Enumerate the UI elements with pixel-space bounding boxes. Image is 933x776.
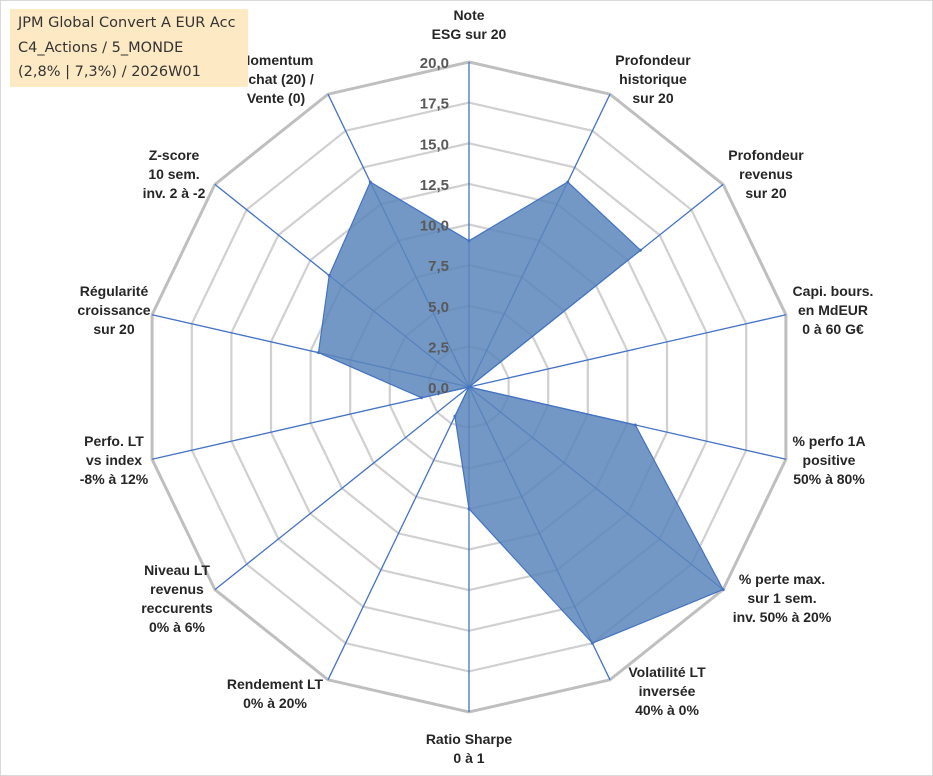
data-point-3: [639, 248, 642, 252]
axis-label-line: 50% à 80%: [793, 471, 865, 487]
axis-label-12: Régularité croissance sur 20: [77, 283, 150, 337]
series-layer: [317, 180, 725, 645]
data-point-13: [327, 274, 331, 278]
axis-label-line: revenus: [739, 166, 793, 182]
axis-label-line: sur 20: [745, 185, 786, 201]
axis-label-8: Ratio Sharpe 0 à 1: [426, 731, 513, 766]
tick-label: 7,5: [428, 258, 449, 275]
axis-label-layer: Note ESG sur 20 Profondeur historique sur 20…: [77, 7, 873, 766]
axis-label-line: 0% à 6%: [149, 619, 206, 635]
axis-spoke-11: [151, 386, 470, 460]
tick-label: 10,0: [420, 218, 449, 235]
axis-label-1: Note ESG sur 20: [432, 7, 507, 42]
data-point-11: [420, 396, 423, 400]
axis-label-2: Profondeur historique sur 20: [615, 52, 691, 106]
title-line-2: C4_Actions / 5_MONDE: [18, 40, 184, 56]
title-line-1: JPM Global Convert A EUR Acc: [18, 15, 236, 31]
axis-label-4: Capi. bours. en MdEUR 0 à 60 G€: [793, 283, 874, 337]
axis-label-line: ESG sur 20: [432, 26, 507, 42]
axis-label-line: inv. 2 à -2: [143, 185, 206, 201]
axis-label-line: Ratio Sharpe: [426, 731, 513, 747]
axis-label-7: Volatilité LT inversée 40% à 0%: [628, 664, 706, 718]
axis-label-line: Z-score: [149, 147, 200, 163]
axis-label-line: 0% à 20%: [243, 695, 307, 711]
title-line-3: (2,8% | 7,3%) / 2026W01: [18, 64, 201, 80]
tick-label: 15,0: [420, 136, 449, 153]
axis-label-line: Volatilité LT: [628, 664, 706, 680]
axis-label-line: historique: [619, 71, 687, 87]
axis-label-11: Perfo. LT vs index -8% à 12%: [80, 433, 149, 487]
axis-label-line: Perfo. LT: [84, 433, 144, 449]
axis-label-line: sur 20: [632, 90, 673, 106]
axis-label-line: sur 20: [93, 321, 134, 337]
tick-layer: 0,0 2,5 5,0 7,5 10,0 12,5 15,0 17,5 20,0: [420, 55, 449, 397]
axis-label-14: Momentum Achat (20) / Vente (0): [238, 52, 314, 106]
axis-label-line: Niveau LT: [144, 562, 210, 578]
tick-label: 20,0: [420, 55, 449, 72]
data-point-8: [467, 507, 471, 511]
axis-label-line: Rendement LT: [227, 676, 324, 692]
axis-label-line: 0 à 1: [453, 750, 484, 766]
data-point-2: [566, 180, 570, 184]
axis-label-line: Capi. bours.: [793, 283, 874, 299]
data-point-1: [467, 239, 471, 243]
axis-label-line: 0 à 60 G€: [802, 321, 864, 337]
title-box: JPM Global Convert A EUR Acc C4_Actions …: [10, 9, 248, 87]
axis-label-line: -8% à 12%: [80, 471, 149, 487]
tick-label: 17,5: [420, 96, 449, 113]
data-point-14: [368, 180, 372, 184]
tick-label: 5,0: [428, 299, 449, 316]
data-point-9: [453, 414, 457, 418]
tick-label: 12,5: [420, 177, 449, 194]
axis-spoke-4: [468, 314, 787, 388]
axis-label-13: Z-score 10 sem. inv. 2 à -2: [143, 147, 206, 201]
axis-label-9: Rendement LT 0% à 20%: [227, 676, 324, 711]
data-point-5: [633, 423, 637, 427]
axis-label-6: % perte max. sur 1 sem. inv. 50% à 20%: [733, 571, 832, 625]
axis-label-line: 40% à 0%: [635, 702, 699, 718]
data-point-6: [721, 588, 725, 592]
tick-label: 0,0: [428, 380, 449, 397]
axis-label-line: Momentum: [239, 52, 314, 68]
axis-label-line: en MdEUR: [798, 302, 868, 318]
axis-label-3: Profondeur revenus sur 20: [728, 147, 804, 201]
axis-label-line: Régularité: [80, 283, 149, 299]
axis-spoke-10: [214, 386, 470, 591]
axis-label-line: sur 1 sem.: [747, 590, 816, 606]
axis-label-line: vs index: [86, 452, 142, 468]
axis-label-line: Profondeur: [615, 52, 691, 68]
axis-label-line: positive: [803, 452, 856, 468]
data-point-10: [467, 385, 471, 389]
axis-label-line: croissance: [77, 302, 150, 318]
axis-label-5: % perfo 1A positive 50% à 80%: [792, 433, 865, 487]
axis-label-line: Profondeur: [728, 147, 804, 163]
axis-label-line: inv. 50% à 20%: [733, 609, 832, 625]
axis-label-line: Vente (0): [247, 90, 305, 106]
axis-spoke-9: [327, 386, 470, 681]
axis-label-line: 10 sem.: [148, 166, 199, 182]
data-point-7: [590, 641, 594, 645]
axis-label-line: Note: [453, 7, 484, 23]
axis-label-line: % perte max.: [739, 571, 825, 587]
axis-label-line: inversée: [639, 683, 696, 699]
axis-label-line: Achat (20) /: [238, 71, 314, 87]
axis-label-line: % perfo 1A: [792, 433, 865, 449]
axis-label-line: revenus: [150, 581, 204, 597]
axis-label-line: reccurents: [141, 600, 213, 616]
tick-label: 2,5: [428, 339, 449, 356]
axis-label-10: Niveau LT revenus reccurents 0% à 6%: [141, 562, 213, 635]
data-point-12: [317, 351, 320, 355]
